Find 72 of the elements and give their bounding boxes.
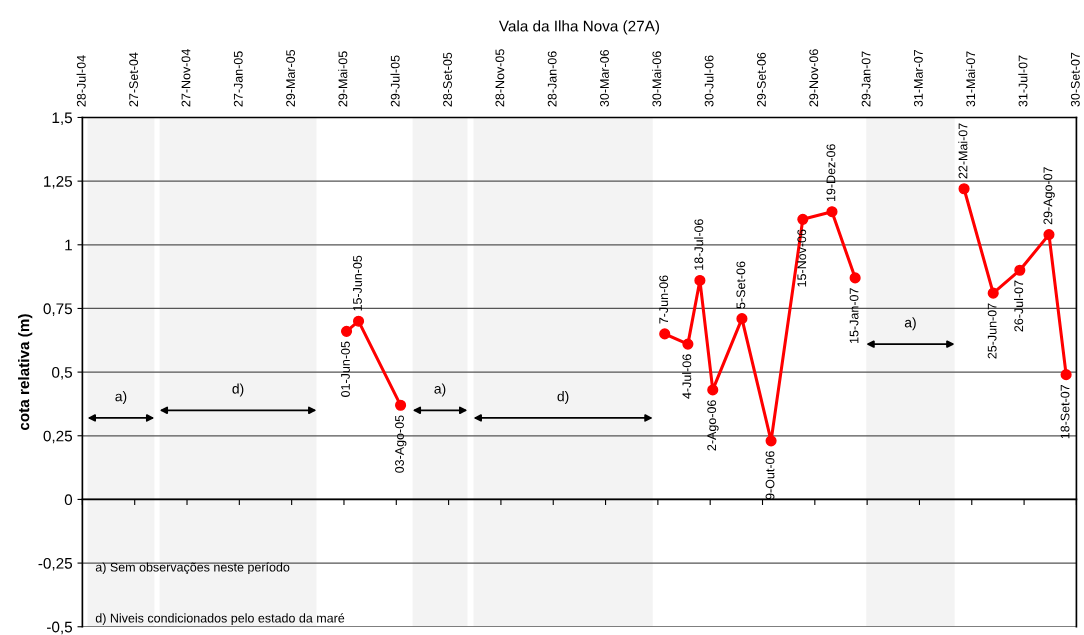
x-tick-label: 31-Mar-07: [913, 50, 923, 107]
band-label: a): [904, 317, 916, 331]
y-tick-label: 1,25: [44, 176, 73, 189]
point: [707, 384, 719, 396]
annotation: 15-Nov-06: [797, 229, 807, 287]
y-tick-label: -0,25: [38, 557, 73, 571]
point: [987, 287, 999, 299]
x-tick-label: 30-Mai-06: [652, 51, 662, 107]
y-tick-label: 0,25: [43, 430, 73, 444]
x-tick-label: 30-Jul-06: [704, 55, 714, 107]
point: [736, 313, 748, 325]
point: [694, 274, 706, 286]
x-tick-label: 31-Mai-07: [965, 51, 976, 107]
annotation: 5-Set-06: [736, 261, 746, 309]
point: [395, 399, 407, 411]
annotation: 01-Jun-05: [341, 341, 350, 397]
x-tick-label: 29-Jan-07: [861, 51, 871, 107]
y-tick-label: 0: [64, 494, 73, 506]
annotation: 18-Jul-06: [694, 219, 704, 270]
point: [659, 328, 671, 340]
y-axis-title: cota relativa (m): [18, 314, 33, 431]
point: [958, 183, 970, 195]
annotation: 15-Jan-07: [849, 288, 859, 343]
point: [797, 213, 809, 225]
band-label: a): [434, 383, 446, 397]
x-tick-label: 29-Mai-05: [338, 51, 348, 107]
annotation: a) Sem observações neste período: [95, 562, 290, 575]
x-tick-label: 28-Jan-06: [547, 51, 557, 107]
point: [826, 206, 838, 218]
x-tick-label: 28-Jul-04: [76, 55, 86, 107]
annotation: 26-Jul-07: [1013, 280, 1024, 332]
x-tick-label: 29-Nov-06: [809, 49, 819, 107]
y-tick-label: 0,75: [43, 303, 73, 316]
annotation: 4-Jul-06: [682, 354, 692, 399]
point: [352, 315, 365, 327]
x-tick-label: 29-Jul-05: [390, 55, 400, 107]
point: [340, 325, 353, 337]
annotation: 2-Ago-06: [707, 400, 719, 451]
y-tick-label: -0,5: [47, 621, 73, 635]
point: [1043, 229, 1055, 241]
point: [682, 338, 694, 350]
point: [849, 272, 861, 284]
x-tick-label: 27-Jan-05: [233, 51, 243, 107]
y-tick-label: 1,5: [52, 112, 73, 125]
annotation: 18-Set-07: [1060, 385, 1070, 439]
x-tick-label: 27-Nov-04: [181, 49, 191, 107]
y-tick-label: 0,5: [52, 366, 73, 380]
x-tick-label: 27-Set-04: [129, 52, 139, 107]
x-tick-label: 30-Set-07: [1070, 52, 1080, 107]
x-tick-label: 28-Nov-05: [495, 49, 505, 107]
x-tick-label: 28-Set-05: [443, 52, 452, 107]
annotation: 25-Jun-07: [987, 303, 997, 359]
annotation: 15-Jun-05: [353, 255, 362, 311]
band-label: d): [557, 391, 569, 405]
point: [765, 435, 777, 447]
y-tick-label: 1: [65, 239, 72, 251]
x-tick-label: 29-Mar-05: [286, 49, 296, 107]
annotation: 9-Out-06: [765, 451, 775, 500]
x-tick-label: 31-Jul-07: [1018, 55, 1028, 107]
band-label: d): [232, 383, 244, 397]
annotation: 7-Jun-06: [659, 275, 669, 324]
annotation: 29-Ago-07: [1043, 167, 1055, 225]
band-label: a): [115, 391, 127, 405]
annotation: 22-Mai-07: [958, 123, 968, 179]
annotation: 03-Ago-05: [395, 415, 407, 473]
x-tick-label: 29-Set-06: [757, 52, 766, 107]
annotation: d) Niveis condicionados pelo estado da maré: [95, 613, 345, 626]
x-tick-label: 30-Mar-06: [600, 49, 609, 107]
annotation: 19-Dez-06: [826, 144, 836, 202]
point: [1060, 369, 1072, 381]
chart-title: Vala da Ilha Nova (27A): [498, 20, 659, 35]
point: [1014, 264, 1026, 276]
